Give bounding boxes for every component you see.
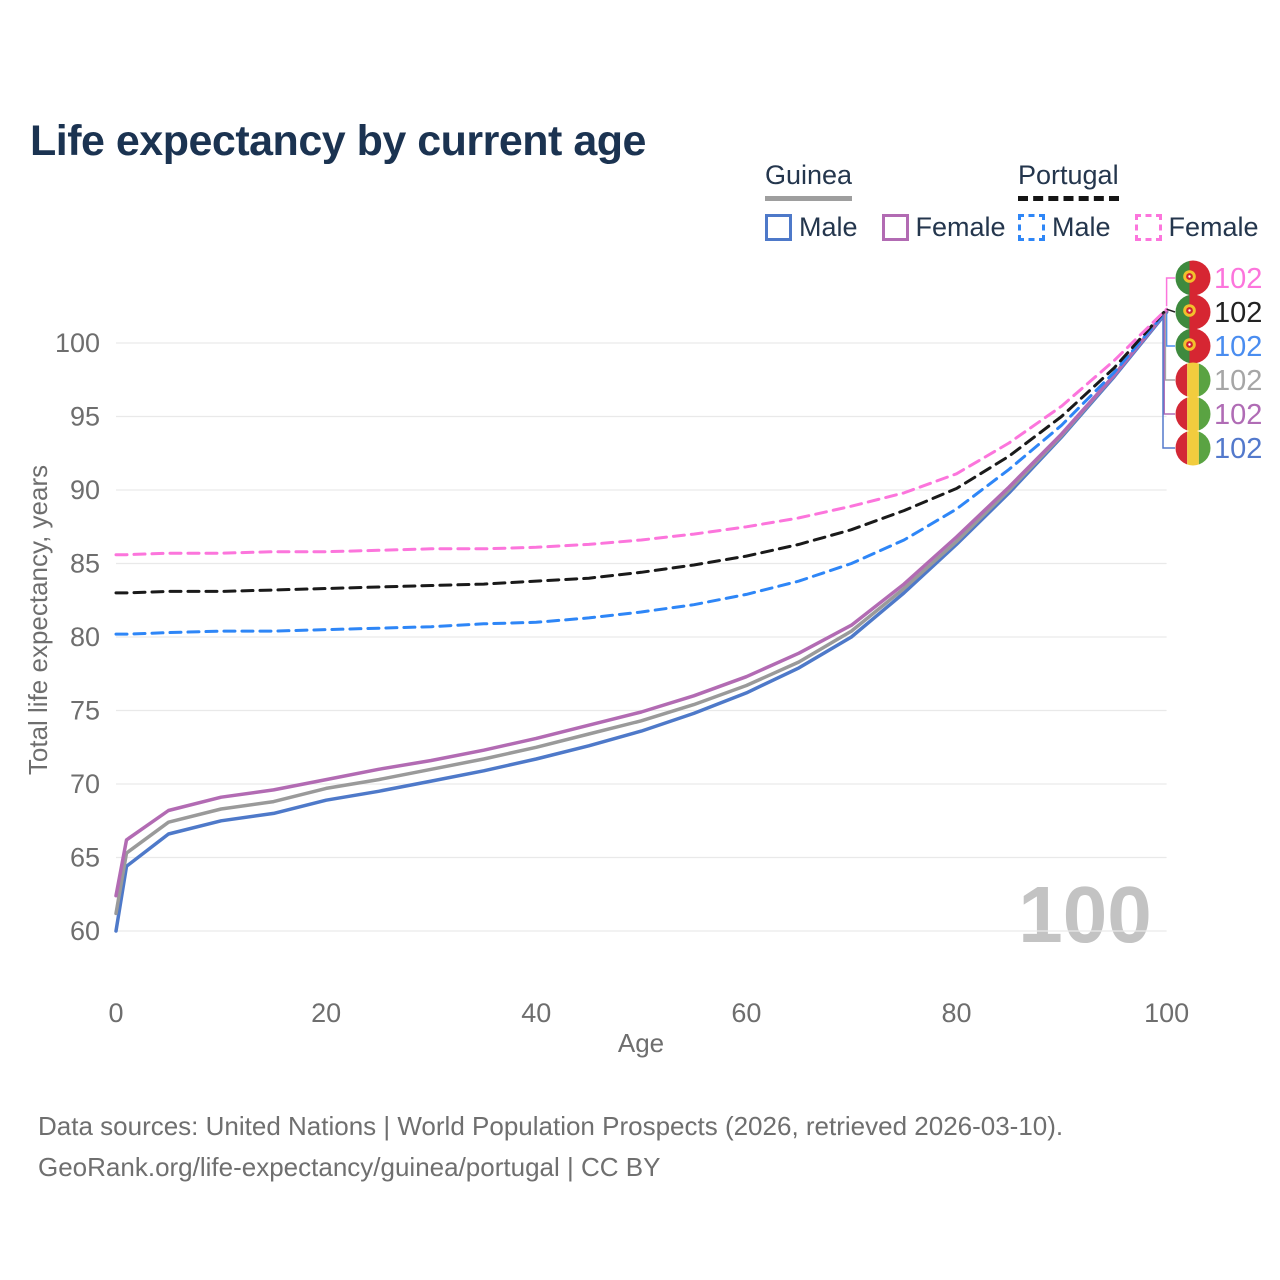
x-tick-label: 80 [941,998,971,1028]
legend-swatch-guinea-female [881,214,909,241]
end-value-label: 102 [1214,365,1262,397]
legend-country-portugal: Portugal [1018,160,1119,201]
series-line-portugal-female[interactable] [114,307,1169,557]
y-tick-label: 80 [70,622,100,652]
portugal-flag-icon [1175,294,1211,330]
legend-items-portugal: Male Female [1018,212,1259,243]
end-value-label: 102 [1214,331,1262,363]
legend-label: Male [1052,212,1111,242]
page-title: Life expectancy by current age [30,116,646,165]
x-tick-label: 20 [311,998,341,1028]
y-tick-label: 70 [70,769,100,799]
series-line-guinea-female[interactable] [114,308,1169,898]
legend-item-guinea-male[interactable]: Male [765,212,858,243]
end-label-connector [1162,315,1175,449]
legend-item-portugal-male[interactable]: Male [1018,212,1111,243]
footer: Data sources: United Nations | World Pop… [38,1106,1063,1188]
legend-items-guinea: Male Female [765,212,1006,243]
end-label-connector [1165,313,1175,347]
legend-group-portugal: Portugal Male Female [1018,160,1259,243]
y-tick-label: 95 [70,402,100,432]
y-axis-title: Total life expectancy, years [23,465,53,775]
legend-swatch-portugal-female [1134,214,1162,241]
end-label-connector [1166,308,1176,313]
legend-label: Male [799,212,858,242]
end-value-label: 102 [1214,399,1262,431]
footer-data-sources: Data sources: United Nations | World Pop… [38,1111,1064,1141]
x-tick-label: 40 [521,998,551,1028]
y-tick-label: 65 [70,843,100,873]
x-tick-label: 60 [731,998,761,1028]
end-value-label: 102 [1214,433,1262,465]
legend-label: Female [915,212,1006,242]
guinea-flag-icon [1175,362,1211,398]
y-tick-label: 60 [70,916,100,946]
portugal-flag-icon [1175,260,1211,296]
footer-attribution: GeoRank.org/life-expectancy/guinea/portu… [38,1152,661,1182]
series-line-portugal-total[interactable] [114,307,1169,595]
legend-label: Female [1168,212,1259,242]
y-tick-label: 100 [55,328,100,358]
legend-swatch-guinea-male [765,214,792,241]
x-axis-title: Age [618,1028,664,1058]
end-value-label: 102 [1214,297,1262,329]
y-tick-label: 85 [70,549,100,579]
series-line-guinea-male[interactable] [114,310,1169,933]
x-tick-label: 0 [108,998,123,1028]
y-tick-label: 75 [70,696,100,726]
end-label-connector [1163,313,1175,415]
end-label-connector [1164,313,1175,381]
guinea-flag-icon [1175,396,1211,432]
series-line-portugal-male[interactable] [114,309,1169,636]
legend-group-guinea: Guinea Male Female [765,160,1006,243]
legend-country-guinea: Guinea [765,160,853,201]
age-watermark: 100 [1018,870,1151,959]
guinea-flag-icon [1175,430,1211,466]
x-tick-label: 100 [1144,998,1189,1028]
legend-item-guinea-female[interactable]: Female [881,212,1006,243]
legend-item-portugal-female[interactable]: Female [1134,212,1259,243]
end-value-label: 102 [1214,263,1262,295]
y-tick-label: 90 [70,475,100,505]
portugal-flag-icon [1175,328,1211,364]
legend-swatch-portugal-male [1018,214,1045,241]
series-line-guinea-total[interactable] [114,308,1169,916]
end-label-connector [1165,277,1175,307]
